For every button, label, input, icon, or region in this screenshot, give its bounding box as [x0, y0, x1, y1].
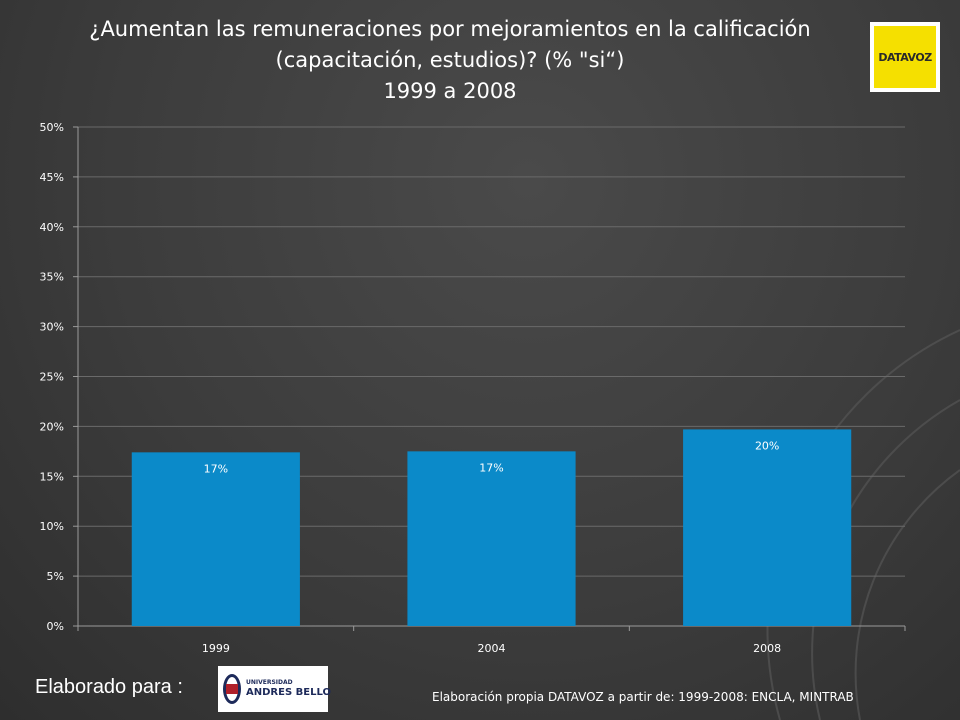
university-logo-line-2: ANDRES BELLO [246, 687, 331, 698]
title-line-3: 1999 a 2008 [383, 79, 517, 103]
y-tick-label: 15% [40, 470, 64, 483]
data-label: 20% [755, 439, 779, 452]
datavoz-logo-text: DATAVOZ [878, 50, 932, 64]
chart-title: ¿Aumentan las remuneraciones por mejoram… [40, 14, 860, 107]
source-note: Elaboración propia DATAVOZ a partir de: … [432, 690, 854, 704]
y-tick-label: 50% [40, 121, 64, 134]
y-tick-label: 25% [40, 371, 64, 384]
bar [131, 452, 300, 626]
datavoz-logo: DATAVOZ [870, 22, 940, 92]
x-tick-label: 2008 [753, 642, 781, 655]
elaborado-para-label: Elaborado para : [35, 676, 183, 698]
y-tick-label: 20% [40, 420, 64, 433]
universidad-andres-bello-logo: UNIVERSIDAD ANDRES BELLO [218, 666, 331, 712]
university-seal-icon [223, 674, 241, 704]
university-logo-line-1: UNIVERSIDAD [246, 679, 293, 686]
data-label: 17% [479, 461, 503, 474]
data-label: 17% [204, 462, 228, 475]
y-tick-label: 5% [47, 570, 64, 583]
y-tick-label: 0% [47, 620, 64, 633]
x-tick-label: 2004 [478, 642, 506, 655]
title-line-1: ¿Aumentan las remuneraciones por mejoram… [89, 17, 811, 41]
x-tick-label: 1999 [202, 642, 230, 655]
bar [407, 451, 576, 626]
y-tick-label: 45% [40, 171, 64, 184]
y-tick-label: 35% [40, 271, 64, 284]
y-tick-label: 40% [40, 221, 64, 234]
y-tick-label: 10% [40, 520, 64, 533]
bar [683, 429, 852, 626]
title-line-2: (capacitación, estudios)? (% "si“) [275, 48, 625, 72]
y-tick-label: 30% [40, 321, 64, 334]
